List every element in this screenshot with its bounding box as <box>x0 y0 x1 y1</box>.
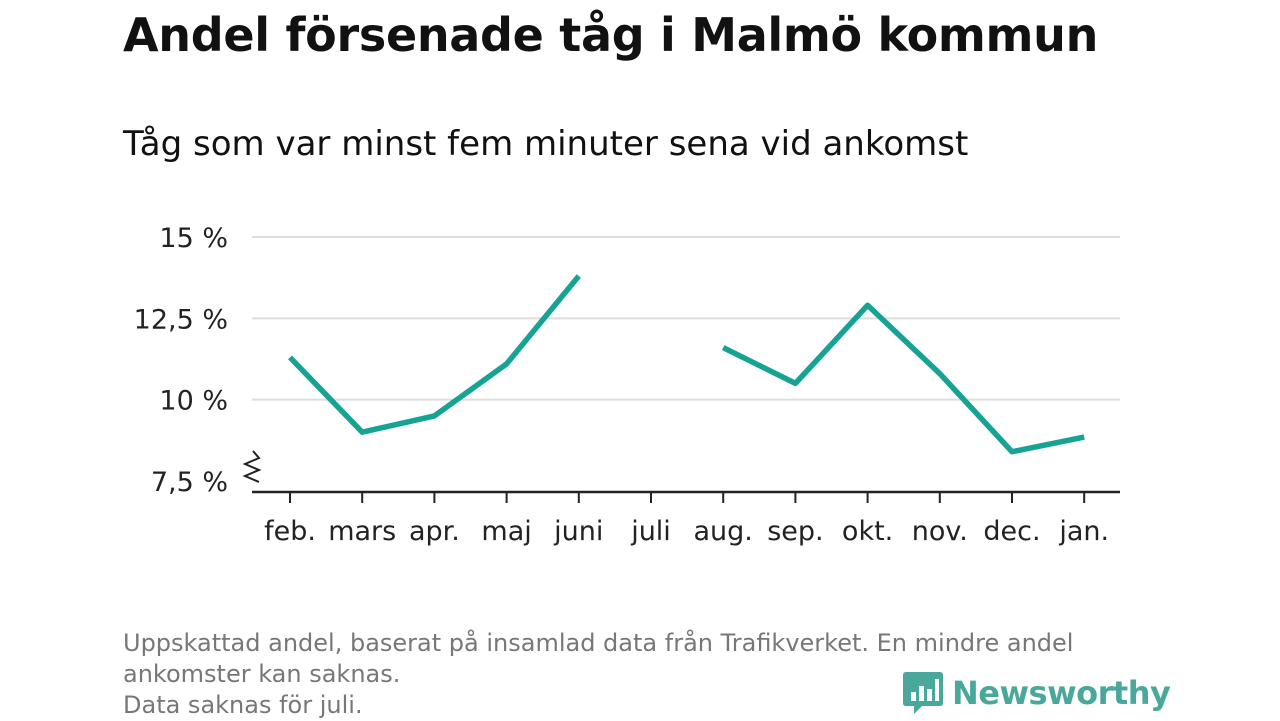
series-lines <box>288 274 1085 455</box>
brand-logo: Newsworthy <box>902 670 1171 716</box>
footnote-line-2: ankomster kan saknas. <box>123 660 401 688</box>
chart-subtitle: Tåg som var minst fem minuter sena vid a… <box>123 124 969 164</box>
x-tick-label: juni <box>553 516 603 547</box>
brand-name: Newsworthy <box>952 674 1171 712</box>
y-axis-ticks: 7,5 % 10 % 12,5 % 15 % <box>134 223 262 498</box>
footnote-line-3: Data saknas för juli. <box>123 691 363 719</box>
x-tick-label: sep. <box>767 516 823 547</box>
y-tick-label: 12,5 % <box>134 304 228 335</box>
series-line-segment <box>288 274 581 435</box>
x-tick-label: aug. <box>694 516 753 547</box>
x-tick-label: juli <box>630 516 671 547</box>
x-tick-label: nov. <box>912 516 968 547</box>
x-tick-label: maj <box>481 516 531 547</box>
y-tick-label: 10 % <box>159 386 228 417</box>
x-tick-label: apr. <box>409 516 460 547</box>
series-line-segment <box>721 302 1085 455</box>
newsworthy-logo-icon <box>903 672 943 714</box>
chart-title: Andel försenade tåg i Malmö kommun <box>123 8 1099 62</box>
y-tick-label: 15 % <box>159 223 228 254</box>
x-tick-label: dec. <box>983 516 1040 547</box>
x-tick-label: okt. <box>842 516 893 547</box>
x-tick-label: mars <box>328 516 396 547</box>
footnote-line-1: Uppskattad andel, baserat på insamlad da… <box>123 629 1074 657</box>
y-axis-break <box>242 450 262 483</box>
x-tick-label: jan. <box>1058 516 1109 547</box>
x-axis: feb. mars apr. maj juni juli aug. sep. okt. nov. d… <box>252 490 1120 547</box>
gridlines <box>252 236 1120 401</box>
y-tick-label: 7,5 % <box>151 467 228 498</box>
x-tick-label: feb. <box>264 516 316 547</box>
line-chart: 7,5 %10 %12,5 %15 % feb. mars apr. maj juni j… <box>134 223 1120 547</box>
footnote: Uppskattad andel, baserat på insamlad da… <box>123 628 1073 721</box>
